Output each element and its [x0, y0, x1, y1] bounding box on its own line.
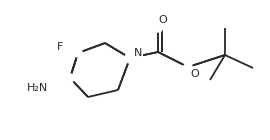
- Text: O: O: [191, 69, 199, 79]
- Text: N: N: [134, 48, 142, 58]
- Circle shape: [184, 63, 192, 71]
- Text: O: O: [159, 15, 167, 25]
- Circle shape: [125, 53, 135, 63]
- Circle shape: [153, 22, 163, 32]
- Text: H₂N: H₂N: [27, 83, 49, 93]
- Circle shape: [66, 74, 74, 82]
- Text: F: F: [57, 42, 63, 52]
- Circle shape: [74, 49, 82, 57]
